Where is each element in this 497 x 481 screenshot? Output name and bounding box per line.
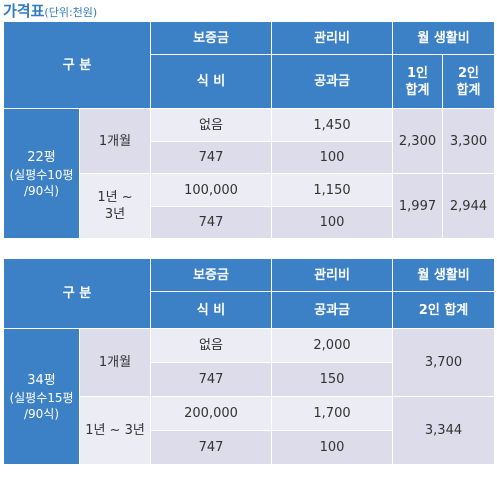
period-label: 1개월 [78, 328, 152, 397]
deposit-value: 100,000 [150, 173, 273, 207]
one-person-header: 1인 합계 [392, 54, 444, 109]
period-label: 1개월 [78, 108, 152, 174]
meals-header: 식 비 [150, 291, 273, 329]
two-person-total: 3,700 [392, 328, 496, 397]
utilities-value: 100 [271, 141, 394, 174]
period-label: 1년 ~ 3년 [78, 173, 152, 239]
category-header: 구 분 [2, 258, 152, 329]
section-label-34: 34평 (실평수15평 /90식) [3, 328, 80, 465]
management-header: 관리비 [271, 21, 394, 55]
price-table-22: 구 분 보증금 관리비 월 생활비 식 비 공과금 1인 합계 2인 합계 22… [2, 21, 496, 239]
price-table-title: 가격표(단위:천원) [3, 1, 97, 21]
utilities-value: 150 [271, 362, 394, 397]
deposit-value: 없음 [150, 108, 273, 142]
management-header: 관리비 [271, 258, 394, 292]
meals-value: 747 [150, 362, 273, 397]
meals-value: 747 [150, 430, 273, 465]
page-title: 가격표 [3, 2, 45, 20]
management-value: 2,000 [271, 328, 394, 363]
utilities-header: 공과금 [271, 291, 394, 329]
two-person-header: 2인 합계 [442, 54, 496, 109]
management-value: 1,150 [271, 173, 394, 207]
meals-value: 747 [150, 206, 273, 239]
deposit-value: 200,000 [150, 396, 273, 431]
one-person-total: 1,997 [392, 173, 444, 239]
management-value: 1,450 [271, 108, 394, 142]
deposit-value: 없음 [150, 328, 273, 363]
unit-note: (단위:천원) [44, 6, 98, 19]
monthly-living-header: 월 생활비 [392, 258, 496, 292]
monthly-living-header: 월 생활비 [392, 21, 496, 55]
utilities-header: 공과금 [271, 54, 394, 109]
utilities-value: 100 [271, 206, 394, 239]
one-person-total: 2,300 [392, 108, 444, 174]
meals-value: 747 [150, 141, 273, 174]
management-value: 1,700 [271, 396, 394, 431]
two-person-total: 3,300 [442, 108, 496, 174]
section-label-22: 22평 (실평수10평 /90식) [3, 108, 80, 239]
price-table-34: 구 분 보증금 관리비 월 생활비 식 비 공과금 2인 합계 34평 (실평수… [2, 258, 496, 465]
deposit-header: 보증금 [150, 21, 273, 55]
two-person-total: 3,344 [392, 396, 496, 465]
category-header: 구 분 [2, 21, 152, 109]
meals-header: 식 비 [150, 54, 273, 109]
period-label: 1년 ~ 3년 [78, 396, 152, 465]
deposit-header: 보증금 [150, 258, 273, 292]
two-person-header: 2인 합계 [392, 291, 496, 329]
utilities-value: 100 [271, 430, 394, 465]
two-person-total: 2,944 [442, 173, 496, 239]
